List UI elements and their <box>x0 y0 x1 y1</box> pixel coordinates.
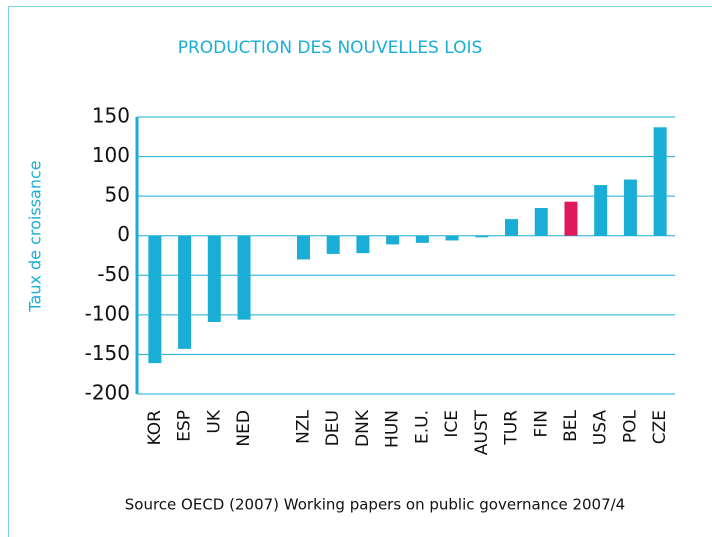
x-tick-label: BEL <box>561 409 581 441</box>
bar <box>653 127 667 236</box>
y-tick-label: 0 <box>117 222 130 246</box>
x-tick-label: UK <box>204 409 224 433</box>
chart-title: PRODUCTION DES NOUVELLES LOIS <box>178 38 483 58</box>
bar <box>386 235 400 245</box>
y-tick-label: 100 <box>92 143 130 167</box>
bar <box>564 201 578 236</box>
y-tick-label: -100 <box>85 301 130 325</box>
y-axis-label: Taux de croissance <box>26 160 45 312</box>
bar <box>296 235 310 260</box>
x-tick-label: NZL <box>293 409 313 443</box>
x-tick-label: ESP <box>175 410 195 442</box>
x-tick-label: E.U. <box>412 410 432 444</box>
y-tick-label: 150 <box>92 104 130 128</box>
bar <box>178 235 192 349</box>
bar <box>623 179 637 236</box>
x-tick-label: ICE <box>442 410 462 438</box>
bar <box>326 235 340 254</box>
frame <box>8 6 712 537</box>
bar <box>475 235 489 238</box>
source: Source OECD (2007) Working papers on pub… <box>125 496 625 514</box>
y-tick-label: -50 <box>97 262 130 286</box>
bar <box>356 235 370 254</box>
x-tick-label: FIN <box>531 410 551 438</box>
bar <box>415 235 429 243</box>
bar <box>445 235 459 241</box>
y-tick-label: -200 <box>85 381 130 405</box>
x-tick-label: AUST <box>472 409 492 455</box>
y-tick-label: 50 <box>105 183 130 207</box>
bar <box>237 235 251 320</box>
x-tick-label: KOR <box>145 410 165 446</box>
x-tick-label: NED <box>234 410 254 447</box>
bar <box>594 185 608 236</box>
x-tick-label: HUN <box>383 410 403 448</box>
bar <box>505 219 519 236</box>
x-tick-label: DEU <box>323 410 343 446</box>
x-tick-label: TUR <box>502 410 522 446</box>
bar <box>534 208 548 236</box>
x-tick-label: POL <box>620 409 640 443</box>
x-tick-label: CZE <box>650 410 670 444</box>
y-tick-label: -150 <box>85 341 130 365</box>
x-tick-label: DNK <box>353 409 373 447</box>
bar <box>207 235 221 322</box>
x-tick-label: USA <box>591 410 611 446</box>
bar <box>148 235 162 364</box>
